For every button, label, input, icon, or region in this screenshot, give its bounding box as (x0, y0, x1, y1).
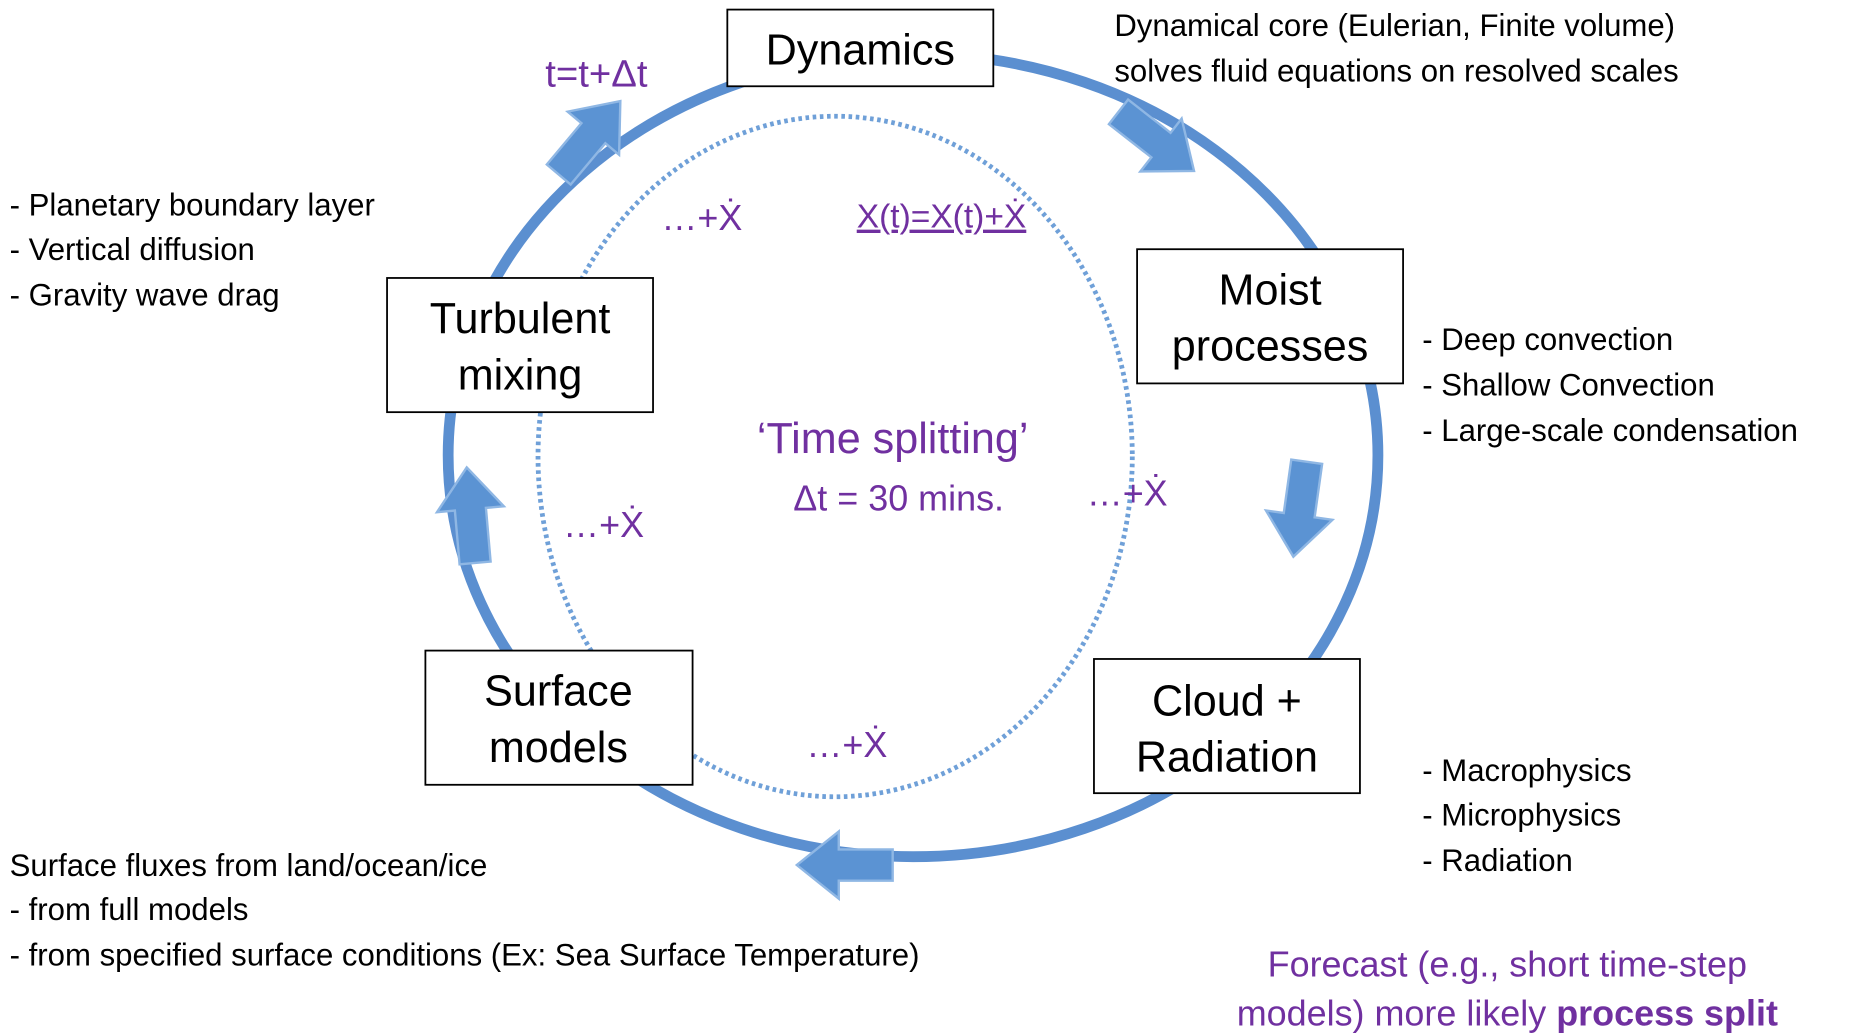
node-label: models (489, 724, 628, 772)
forecast-bold: process split (1556, 993, 1778, 1034)
node-box (1093, 658, 1361, 795)
increment: …+Ẋ (661, 197, 742, 238)
center-title: ‘Time splitting’ (757, 415, 1029, 463)
node-box (726, 8, 995, 88)
note: - Gravity wave drag (10, 278, 280, 313)
increment: …+Ẋ (1087, 473, 1168, 514)
node-label: Turbulent (430, 295, 611, 343)
forecast-note: models) more likely process split (1237, 993, 1778, 1034)
note: - Deep convection (1422, 322, 1673, 357)
increment: …+Ẋ (806, 724, 887, 765)
note: - Vertical diffusion (10, 232, 255, 267)
node-box (1136, 248, 1404, 385)
node-label: Surface (484, 668, 633, 716)
node-label: Dynamics (766, 27, 955, 75)
node-label: Cloud + (1152, 677, 1302, 725)
forecast-note: Forecast (e.g., short time-step (1268, 943, 1747, 984)
update-rule: X(t)=X(t)+Ẋ (857, 199, 1027, 236)
arrow (794, 829, 894, 902)
forecast-text: models) more likely (1237, 993, 1557, 1034)
arrow (1107, 97, 1196, 173)
note: Surface fluxes from land/ocean/ice (10, 848, 488, 883)
note: - Shallow Convection (1422, 367, 1715, 402)
increment: …+Ẋ (563, 504, 644, 545)
node-box (424, 649, 694, 786)
node-label: processes (1172, 323, 1369, 371)
note: - Microphysics (1422, 798, 1621, 833)
note: - Radiation (1422, 843, 1573, 878)
arrow (1263, 458, 1336, 559)
arrows (434, 97, 1336, 902)
node-label: Radiation (1136, 734, 1318, 782)
arrow (545, 99, 622, 187)
node-label: mixing (458, 351, 583, 399)
note: - Large-scale condensation (1422, 413, 1798, 448)
node-box (386, 277, 654, 414)
note: - from full models (10, 892, 249, 927)
node-label: Moist (1219, 266, 1322, 314)
center-step: Δt = 30 mins. (793, 477, 1004, 518)
note: - Planetary boundary layer (10, 188, 375, 223)
note: solves fluid equations on resolved scale… (1114, 53, 1678, 88)
note: Dynamical core (Eulerian, Finite volume) (1114, 8, 1675, 43)
note: - Macrophysics (1422, 753, 1631, 788)
note: - from specified surface conditions (Ex:… (10, 938, 920, 973)
timestep: t=t+Δt (545, 52, 648, 95)
arrow (434, 465, 507, 566)
inner-ring (535, 113, 1135, 800)
